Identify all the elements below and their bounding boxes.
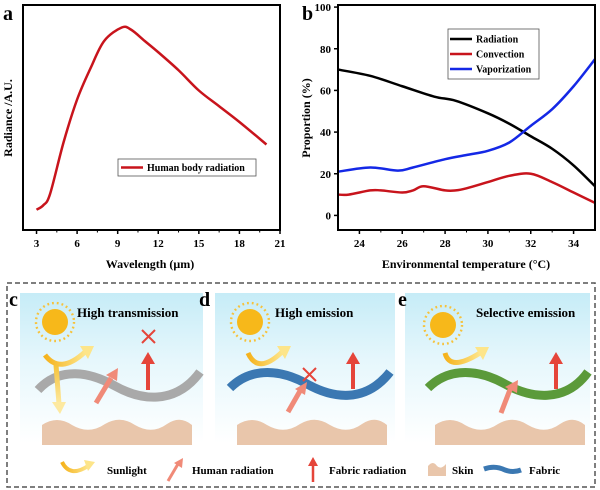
series-line-convection [337,172,596,205]
panel-label-b: b [302,3,313,25]
legend-box-a [117,158,257,177]
x-tick-label: 24 [354,238,366,250]
x-axis-label-b: Environmental temperature (°C) [382,257,550,271]
skin-icon [42,419,192,445]
human-radiation-arrowhead [505,380,518,393]
legend-skin: Skin [452,465,473,477]
series-line-vaporization [337,58,596,173]
panel-label-d: d [199,289,210,311]
fabric-radiation-arrowhead [549,352,563,364]
sunlight-reflect-arrow [43,350,87,367]
schematic-c: High transmission [20,293,204,445]
legend-label-vaporization: Vaporization [476,65,532,76]
blocked-x-icon [302,367,317,382]
legend-box-b [447,28,540,80]
schematic-d: High emission [215,293,395,445]
human-radiation-arrowhead [106,368,118,381]
panel-label-c: c [9,289,18,311]
legend-label-convection: Convection [476,50,525,61]
x-tick-label: 28 [440,238,452,250]
fabric-radiation-arrowhead [141,352,155,364]
sunlight-legend-icon [60,460,90,474]
schematic-title-c: High transmission [77,305,179,320]
x-tick-label: 6 [74,238,80,250]
fabric-legend-icon [483,464,522,474]
legend-human-radiation: Human radiation [192,465,274,477]
fabric-radiation-legend-arrowhead [308,457,318,466]
skin-icon [435,419,585,445]
y-tick-label: 100 [315,2,332,14]
series-line-human-body-radiation [35,25,268,211]
sunlight-reflect-arrow [245,350,284,367]
schematic-e: Selective emission [405,293,592,445]
fabric-radiation-arrowhead [346,352,360,364]
legend-a: Human body radiation [117,158,257,177]
x-tick-label: 30 [482,238,494,250]
sunlight-arrowhead [475,347,489,360]
human-radiation-legend-arrowhead [174,458,183,468]
chart-a: 3 6 9 12 15 18 21 [34,25,286,250]
schematic-title-d: High emission [275,305,354,320]
y-axis-label-b: Proportion (%) [299,78,313,157]
human-radiation-arrow [285,389,303,414]
sunlight-reflect-arrow [442,350,482,365]
fabric-blue [226,368,394,400]
x-tick-label: 12 [153,238,165,250]
y-axis-label-a: Radiance /A.U. [1,79,15,157]
x-tick-label: 18 [234,238,246,250]
legend-fabric-radiation: Fabric radiation [329,465,406,477]
x-axis-label-a: Wavelength (μm) [106,257,194,271]
y-tick-label: 20 [320,169,332,181]
legend-b: Radiation Convection Vaporization [447,28,540,80]
plot-frame-a [22,4,281,231]
legend-fabric: Fabric [529,465,560,477]
sunlight-transmit-arrow [53,364,62,405]
panel-label-e: e [398,289,407,311]
x-tick-label: 3 [34,238,40,250]
legend-label-radiation: Radiation [476,35,519,46]
fabric-gray [34,369,204,402]
legend-label-human-body-radiation: Human body radiation [147,163,245,174]
human-radiation-legend-icon [166,463,180,482]
y-tick-label: 60 [320,85,332,97]
fabric-green [424,368,592,400]
human-radiation-arrow [93,376,114,405]
y-tick-label: 80 [320,44,332,56]
x-tick-label: 9 [115,238,121,250]
x-tick-label: 15 [193,238,205,250]
sunlight-legend-arrowhead [84,460,95,471]
panel-label-a: a [3,3,13,25]
sunlight-transmit-arrowhead [52,402,66,414]
human-radiation-arrowhead [295,382,307,395]
y-tick-label: 40 [320,127,332,139]
x-tick-label: 26 [397,238,409,250]
chart-b: 24 26 28 30 32 34 0 20 40 60 80 100 [315,2,596,250]
y-tick-label: 0 [326,210,332,222]
x-tick-label: 32 [525,238,537,250]
blocked-x-icon [141,329,156,344]
skin-icon [237,419,387,445]
human-radiation-arrow [498,386,514,414]
series-line-radiation [337,68,596,188]
legend-sunlight: Sunlight [107,465,147,477]
skin-legend-icon [428,463,446,476]
x-tick-label: 34 [568,238,580,250]
x-tick-label: 21 [275,238,286,250]
sunlight-arrowhead [80,346,94,359]
schematic-title-e: Selective emission [476,305,576,320]
sunlight-arrowhead [277,346,291,359]
plot-frame-b [337,4,596,231]
schematic-frame [6,282,596,488]
schematic-legend: Sunlight Human radiation Fabric radiatio… [60,457,560,482]
